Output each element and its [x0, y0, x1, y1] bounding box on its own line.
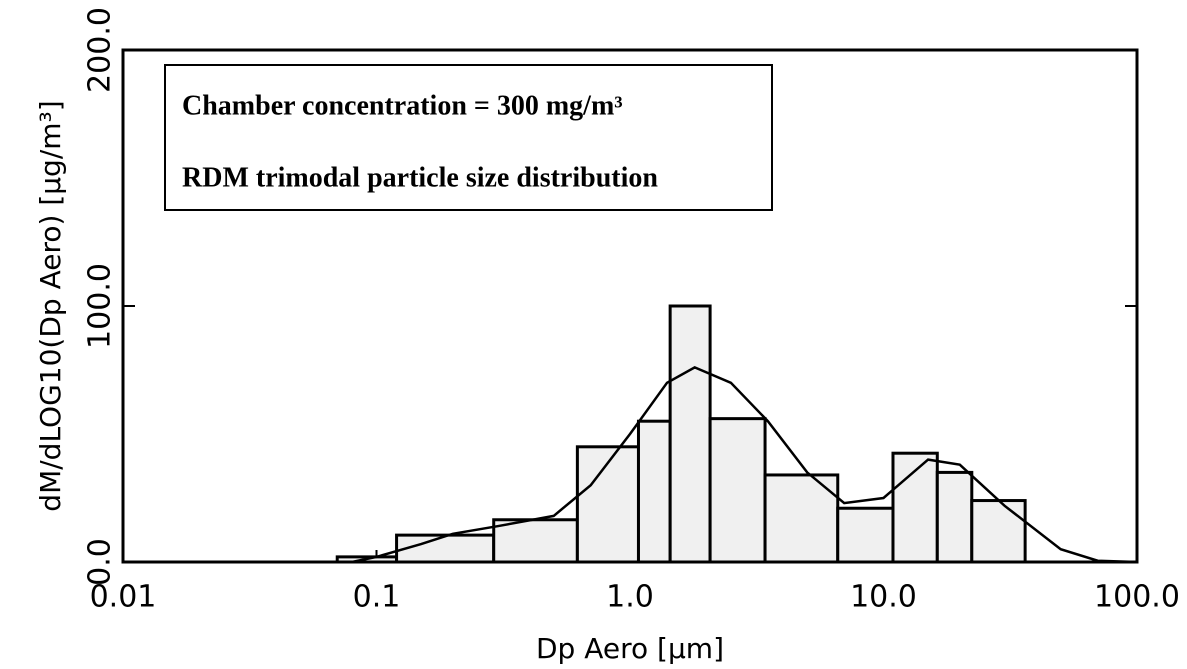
- bar: [395, 533, 496, 564]
- bar: [668, 304, 712, 564]
- x-tick-label: 10.0: [850, 580, 917, 615]
- y-tick-label: 0.0: [83, 538, 118, 586]
- x-tick-label: 1.0: [606, 580, 654, 615]
- y-axis-label: dM/dLOG10(Dp Aero) [µg/m³]: [34, 100, 67, 511]
- bar: [836, 506, 895, 564]
- bar: [708, 417, 767, 564]
- bar: [492, 518, 579, 564]
- x-tick-label: 0.01: [90, 580, 157, 615]
- annotation-box: [164, 64, 773, 211]
- x-tick-label: 0.1: [353, 580, 401, 615]
- annotation: RDM trimodal particle size distribution: [182, 162, 658, 193]
- y-tick-label: 100.0: [83, 263, 118, 349]
- bar: [636, 419, 672, 564]
- bar: [970, 499, 1027, 564]
- fit-curve: [351, 366, 1138, 564]
- bar: [763, 473, 840, 564]
- y-tick-label: 200.0: [83, 7, 118, 93]
- x-axis-label: Dp Aero [µm]: [536, 632, 724, 665]
- bar: [935, 470, 974, 564]
- annotation: Chamber concentration = 300 mg/m³: [182, 90, 623, 121]
- x-tick-label: 100.0: [1094, 580, 1180, 615]
